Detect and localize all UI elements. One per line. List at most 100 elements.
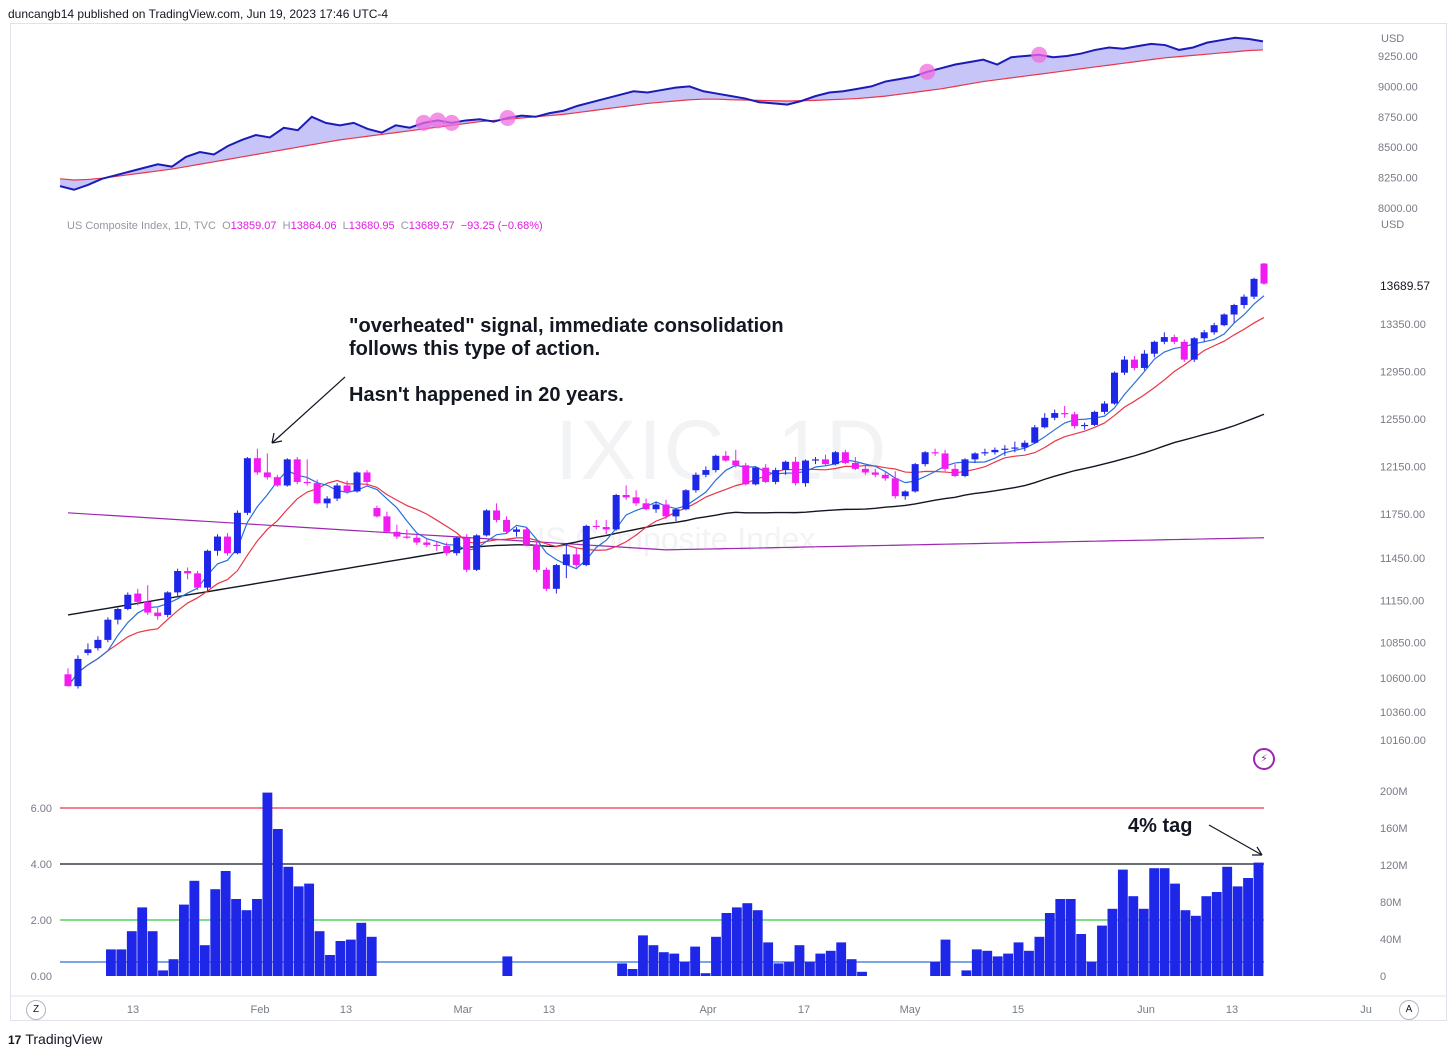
volume-bar	[773, 963, 784, 976]
volume-bar	[199, 945, 210, 976]
main-y-tick: 10850.00	[1380, 638, 1426, 650]
volume-bar	[220, 871, 231, 976]
volume-bar	[930, 962, 940, 976]
auto-scale-button[interactable]: A	[1399, 1000, 1419, 1020]
volume-bar	[1243, 878, 1253, 976]
volume-bar	[742, 903, 753, 976]
zoom-button[interactable]: Z	[26, 1000, 46, 1020]
volume-bar	[1180, 910, 1191, 976]
candle-body	[373, 508, 381, 517]
candle-body	[921, 452, 929, 465]
candle-body	[114, 609, 122, 620]
volume-bar	[272, 829, 283, 976]
volume-bar	[106, 949, 116, 976]
candle-body	[782, 461, 790, 471]
candle-body	[204, 550, 212, 588]
volume-bar	[1055, 899, 1066, 976]
candle-body	[582, 525, 590, 566]
volume-bar	[1086, 962, 1097, 976]
candle-body	[223, 536, 231, 554]
volume-bar	[252, 899, 262, 976]
tradingview-brand: TradingView	[25, 1031, 103, 1047]
candle-body	[542, 569, 550, 589]
candle-body	[493, 510, 501, 520]
candle-body	[971, 453, 979, 460]
volume-left-tick: 2.00	[31, 915, 52, 927]
candle-body	[194, 573, 202, 588]
volume-bar	[857, 971, 867, 976]
candle-body	[602, 527, 610, 530]
candle-body	[652, 504, 660, 510]
candle-body	[84, 649, 92, 653]
candle-body	[532, 544, 540, 570]
volume-bar	[752, 910, 763, 976]
candle-body	[772, 470, 780, 482]
candle-body	[861, 468, 869, 473]
x-axis-tick: 13	[543, 1004, 555, 1016]
candle-body	[702, 470, 710, 475]
candle-body	[343, 485, 351, 492]
x-axis-tick: Mar	[454, 1004, 473, 1016]
top-y-tick: 8500.00	[1378, 142, 1418, 154]
publish-header: duncangb14 published on TradingView.com,…	[8, 7, 389, 21]
top-y-tick: 8750.00	[1378, 112, 1418, 124]
candle-body	[473, 535, 481, 570]
candle-body	[871, 472, 879, 475]
volume-bar	[1190, 915, 1201, 976]
volume-bar	[992, 956, 1003, 976]
candle-body	[672, 509, 680, 517]
top-slow-line	[59, 49, 1264, 181]
candle-body	[323, 498, 331, 504]
volume-bar	[1107, 908, 1118, 976]
candle-body	[941, 453, 949, 469]
candle-body	[612, 495, 620, 530]
name-watermark: US Composite Index	[522, 521, 816, 557]
tradingview-mark-icon: 17	[8, 1033, 22, 1047]
candle-body	[881, 474, 889, 479]
lightning-icon[interactable]: ⚡	[1253, 748, 1275, 770]
top-signal-marker	[443, 114, 460, 131]
candle-body	[74, 658, 82, 687]
volume-bar	[325, 955, 335, 976]
legend-symbol: US Composite Index, 1D, TVC	[67, 220, 216, 232]
overheated-line-1: "overheated" signal, immediate consolida…	[349, 315, 784, 337]
candle-body	[1081, 424, 1089, 427]
volume-bar	[210, 889, 221, 976]
candle-body	[592, 525, 600, 528]
years-annotation: Hasn't happened in 20 years.	[349, 384, 624, 406]
volume-bar	[293, 886, 304, 976]
candle-body	[1240, 296, 1248, 305]
volume-bar	[137, 907, 148, 976]
candle-body	[722, 455, 730, 461]
candle-body	[991, 449, 999, 453]
volume-right-tick: 200M	[1380, 786, 1408, 798]
main-y-tick: 12950.00	[1380, 367, 1426, 379]
volume-bar	[502, 956, 513, 976]
volume-bar	[356, 922, 367, 976]
volume-right-tick: 0	[1380, 971, 1386, 983]
candle-body	[1071, 414, 1079, 427]
volume-bar	[1170, 883, 1180, 976]
candle-body	[1260, 263, 1268, 284]
volume-bar	[648, 945, 659, 976]
candle-body	[313, 483, 321, 504]
main-y-tick: 12150.00	[1380, 462, 1426, 474]
candle-body	[1200, 332, 1208, 339]
volume-bar	[690, 946, 701, 976]
candle-body	[1140, 353, 1148, 368]
volume-bar	[366, 936, 377, 976]
volume-bar	[314, 931, 325, 976]
candle-body	[632, 497, 640, 504]
candle-body	[94, 639, 102, 649]
x-axis-tick: May	[900, 1004, 921, 1016]
volume-bar	[116, 949, 127, 976]
candle-body	[911, 464, 919, 492]
volume-bar	[158, 970, 168, 976]
volume-bar	[345, 939, 356, 976]
candle-body	[752, 467, 760, 485]
volume-right-tick: 120M	[1380, 860, 1408, 872]
volume-bar	[179, 904, 189, 976]
volume-bar	[241, 910, 252, 976]
volume-bar	[1159, 868, 1170, 976]
